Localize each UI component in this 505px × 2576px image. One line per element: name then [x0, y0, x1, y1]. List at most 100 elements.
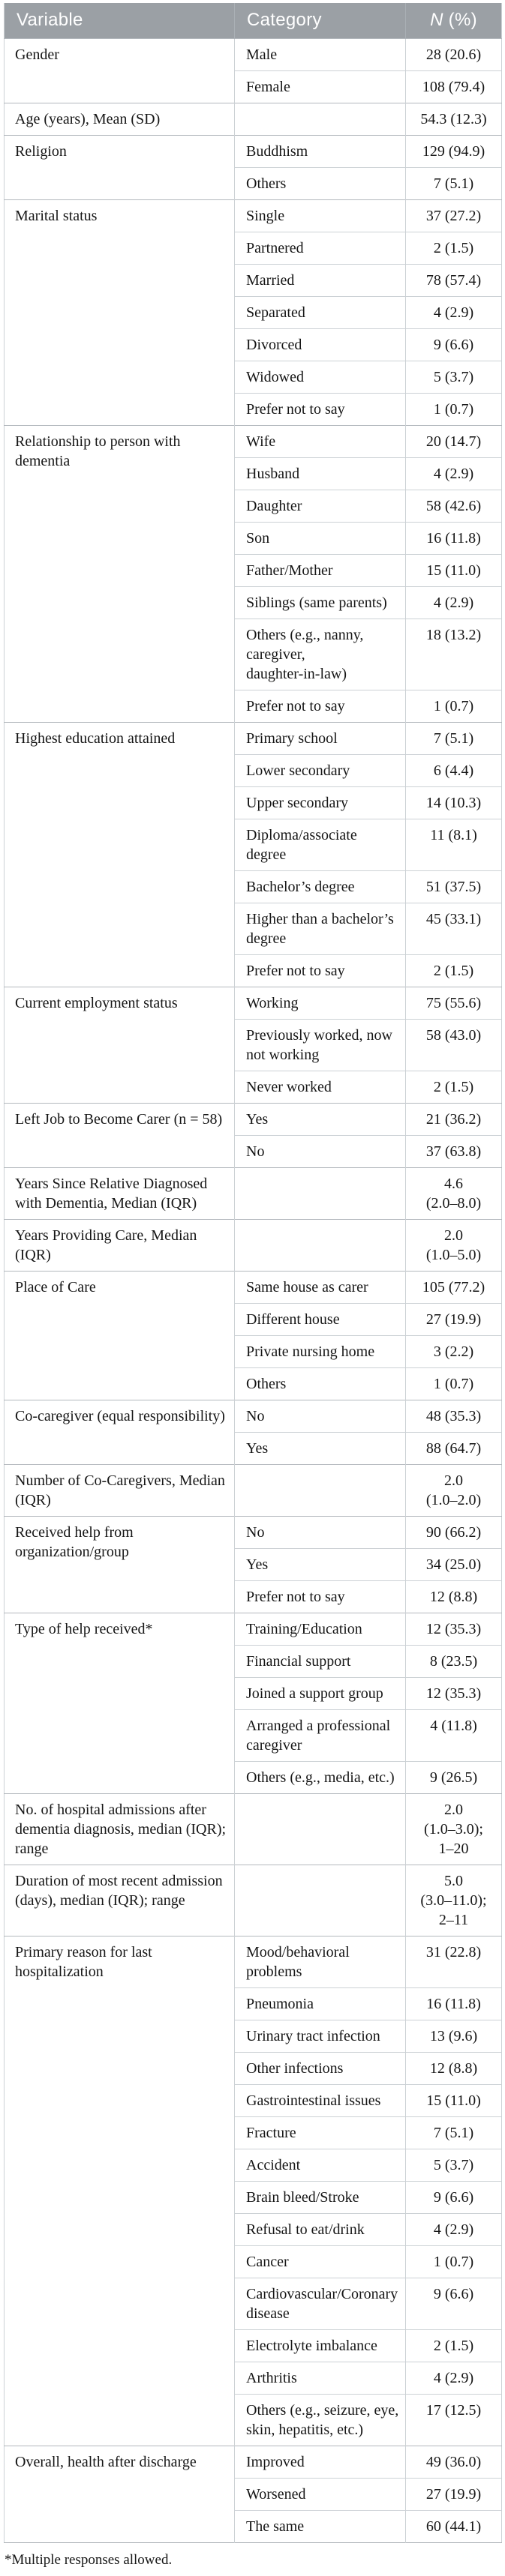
category-cell: Mood/behavioral problems — [234, 1936, 406, 1988]
category-cell: Working — [234, 987, 406, 1020]
category-cell: Different house — [234, 1303, 406, 1336]
value-cell: 27 (19.9) — [405, 1303, 502, 1336]
table-footnote: *Multiple responses allowed. — [5, 2552, 173, 2568]
category-cell: Wife — [234, 425, 406, 458]
table-row: Left Job to Become Carer (n = 58) Yes 21 (… — [4, 1103, 502, 1168]
value-cell: 51 (37.5) — [405, 870, 502, 903]
table-row: Type of help received* Training/Education… — [4, 1613, 502, 1794]
n-symbol: N — [430, 10, 443, 30]
header-row: Variable Category N (%) — [4, 3, 502, 39]
table-row: Others 7 (5.1) — [5, 167, 502, 200]
category-cell: Single — [234, 199, 406, 232]
variable-cell: Co-caregiver (equal responsibility) — [4, 1400, 235, 1465]
table-row: Urinary tract infection 13 (9.6) — [5, 2020, 502, 2053]
table-row: No. of hospital admissions after dementi… — [4, 1793, 502, 1865]
value-cell: 5 (3.7) — [405, 2149, 502, 2182]
value-cell: 2 (1.5) — [405, 232, 502, 265]
table-row: Yes 34 (25.0) — [5, 1548, 502, 1581]
category-cell: Electrolyte imbalance — [234, 2329, 406, 2362]
category-cell: Never worked — [234, 1071, 406, 1104]
value-cell: 7 (5.1) — [405, 167, 502, 200]
table-row: Siblings (same parents) 4 (2.9) — [5, 586, 502, 619]
value-cell: 2 (1.5) — [405, 954, 502, 987]
column-header-variable: Variable — [4, 3, 235, 39]
variable-cell: Primary reason for last hospitalization — [4, 1936, 235, 2446]
table-row: Prefer not to say 1 (0.7) — [5, 690, 502, 723]
value-cell: 4.6 (2.0–8.0) — [405, 1167, 502, 1220]
category-cell — [234, 1167, 406, 1220]
value-cell: 2 (1.5) — [405, 1071, 502, 1104]
value-cell: 54.3 (12.3) — [405, 103, 502, 136]
table-row: Prefer not to say 12 (8.8) — [5, 1580, 502, 1613]
category-cell: Arranged a professional caregiver — [234, 1709, 406, 1762]
value-cell: 4 (11.8) — [405, 1709, 502, 1762]
category-cell: Primary school — [234, 722, 406, 755]
table-row: Years Providing Care, Median (IQR) 2.0 (1… — [4, 1219, 502, 1272]
category-cell: Training/Education — [234, 1613, 406, 1646]
table-row: Brain bleed/Stroke 9 (6.6) — [5, 2181, 502, 2214]
table-row: Prefer not to say 1 (0.7) — [5, 393, 502, 426]
category-cell: Joined a support group — [234, 1677, 406, 1710]
column-header-category: Category — [234, 3, 406, 39]
table-row: Other infections 12 (8.8) — [5, 2052, 502, 2085]
table-row: Years Since Relative Diagnosed with Deme… — [4, 1167, 502, 1220]
value-cell: 58 (43.0) — [405, 1019, 502, 1071]
category-cell: Improved — [234, 2446, 406, 2479]
demographics-table: Variable Category N (%) Gender Male 28 (20… — [4, 3, 502, 2543]
table-row: Fracture 7 (5.1) — [5, 2116, 502, 2149]
table-row: No 37 (63.8) — [5, 1135, 502, 1168]
variable-cell: Place of Care — [4, 1271, 235, 1400]
category-cell — [234, 1865, 406, 1936]
category-cell: Husband — [234, 457, 406, 490]
value-cell: 2.0 (1.0–3.0); 1–20 — [405, 1793, 502, 1865]
table-row: Current employment status Working 75 (55.6… — [4, 987, 502, 1104]
category-cell: Higher than a bachelor’s degree — [234, 903, 406, 955]
value-cell: 7 (5.1) — [405, 722, 502, 755]
category-cell: Others (e.g., media, etc.) — [234, 1761, 406, 1794]
table-row: Husband 4 (2.9) — [5, 457, 502, 490]
variable-cell: Years Providing Care, Median (IQR) — [4, 1219, 235, 1272]
value-cell: 28 (20.6) — [405, 38, 502, 71]
category-cell: Yes — [234, 1432, 406, 1465]
category-cell: Arthritis — [234, 2362, 406, 2395]
table-row: Female 108 (79.4) — [5, 70, 502, 103]
variable-cell: Number of Co-Caregivers, Median (IQR) — [4, 1464, 235, 1517]
value-cell: 2.0 (1.0–5.0) — [405, 1219, 502, 1272]
value-cell: 9 (26.5) — [405, 1761, 502, 1794]
table-row: Daughter 58 (42.6) — [5, 490, 502, 523]
category-cell: Buddhism — [234, 135, 406, 168]
category-cell: Prefer not to say — [234, 393, 406, 426]
value-cell: 34 (25.0) — [405, 1548, 502, 1581]
table-row: Different house 27 (19.9) — [5, 1303, 502, 1336]
table-row: Divorced 9 (6.6) — [5, 328, 502, 361]
value-cell: 12 (35.3) — [405, 1613, 502, 1646]
table-row: Father/Mother 15 (11.0) — [5, 554, 502, 587]
value-cell: 15 (11.0) — [405, 2084, 502, 2117]
table-row: Separated 4 (2.9) — [5, 296, 502, 329]
variable-cell: Duration of most recent admission (days)… — [4, 1865, 235, 1936]
table-row: Gastrointestinal issues 15 (11.0) — [5, 2084, 502, 2117]
value-cell: 12 (8.8) — [405, 1580, 502, 1613]
value-cell: 2.0 (1.0–2.0) — [405, 1464, 502, 1517]
table-row: Bachelor’s degree 51 (37.5) — [5, 870, 502, 903]
value-cell: 4 (2.9) — [405, 2213, 502, 2246]
value-cell: 17 (12.5) — [405, 2394, 502, 2446]
category-cell: Fracture — [234, 2116, 406, 2149]
table-row: Diploma/associate degree 11 (8.1) — [5, 819, 502, 871]
category-cell: Separated — [234, 296, 406, 329]
category-cell: Financial support — [234, 1645, 406, 1678]
table-row: Others (e.g., media, etc.) 9 (26.5) — [5, 1761, 502, 1794]
value-cell: 1 (0.7) — [405, 690, 502, 723]
value-cell: 7 (5.1) — [405, 2116, 502, 2149]
value-cell: 9 (6.6) — [405, 2181, 502, 2214]
variable-cell: Gender — [4, 38, 235, 103]
value-cell: 37 (27.2) — [405, 199, 502, 232]
category-cell — [234, 103, 406, 136]
value-cell: 1 (0.7) — [405, 393, 502, 426]
value-cell: 16 (11.8) — [405, 1987, 502, 2020]
category-cell: Yes — [234, 1548, 406, 1581]
value-cell: 90 (66.2) — [405, 1516, 502, 1549]
category-cell: Others (e.g., nanny, caregiver, daughter… — [234, 619, 406, 690]
category-cell — [234, 1219, 406, 1272]
